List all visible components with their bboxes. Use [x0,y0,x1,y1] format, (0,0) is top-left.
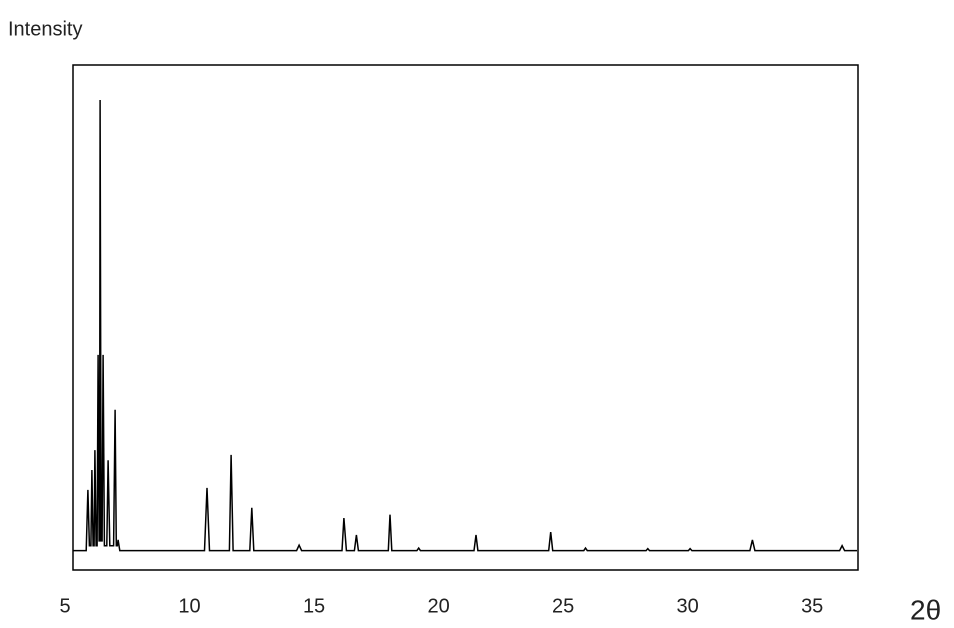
x-tick-label: 25 [552,595,574,617]
x-tick-label: 15 [303,595,325,617]
x-tick-label: 5 [59,595,70,617]
x-tick-label: 20 [427,595,449,617]
chart: Intensity 2θ 5 10 15 20 25 30 35 [0,0,954,628]
diffraction-pattern [73,100,858,551]
x-axis-label: 2θ [910,594,941,625]
plot-frame [73,65,858,570]
x-tick-label: 35 [801,595,823,617]
x-tick-label: 30 [677,595,699,617]
y-axis-label: Intensity [8,18,82,40]
x-tick-label: 10 [178,595,200,617]
